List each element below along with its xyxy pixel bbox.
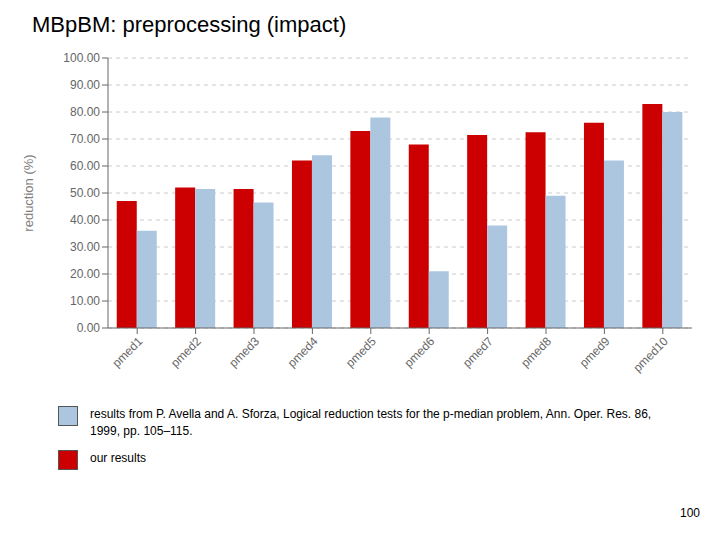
html-text:100: 100 — [680, 506, 700, 520]
svg-text:pmed1: pmed1 — [109, 334, 145, 370]
svg-text:pmed5: pmed5 — [343, 334, 379, 370]
svg-text:10.00: 10.00 — [70, 294, 100, 308]
svg-text:100.00: 100.00 — [63, 51, 100, 65]
svg-text:40.00: 40.00 — [70, 213, 100, 227]
svg-text:pmed6: pmed6 — [401, 334, 437, 370]
svg-text:reduction (%): reduction (%) — [21, 154, 36, 231]
svg-text:30.00: 30.00 — [70, 240, 100, 254]
svg-text:pmed3: pmed3 — [226, 334, 262, 370]
svg-text:pmed7: pmed7 — [460, 334, 496, 370]
svg-text:80.00: 80.00 — [70, 105, 100, 119]
html-text:MBpBM: preprocessing (impact): MBpBM: preprocessing (impact) — [32, 12, 347, 37]
svg-text:pmed9: pmed9 — [577, 334, 613, 370]
svg-text:pmed8: pmed8 — [518, 334, 554, 370]
svg-text:70.00: 70.00 — [70, 132, 100, 146]
svg-text:20.00: 20.00 — [70, 267, 100, 281]
svg-text:pmed2: pmed2 — [168, 334, 204, 370]
svg-text:0.00: 0.00 — [77, 321, 101, 335]
html-text:results from P. Avella and A.: results from P. Avella and A. Sforza, Lo… — [90, 407, 652, 438]
svg-text:60.00: 60.00 — [70, 159, 100, 173]
svg-text:90.00: 90.00 — [70, 78, 100, 92]
svg-text:pmed4: pmed4 — [285, 334, 321, 370]
svg-text:50.00: 50.00 — [70, 186, 100, 200]
svg-text:pmed10: pmed10 — [630, 334, 671, 375]
html-text:our results: our results — [90, 451, 146, 465]
